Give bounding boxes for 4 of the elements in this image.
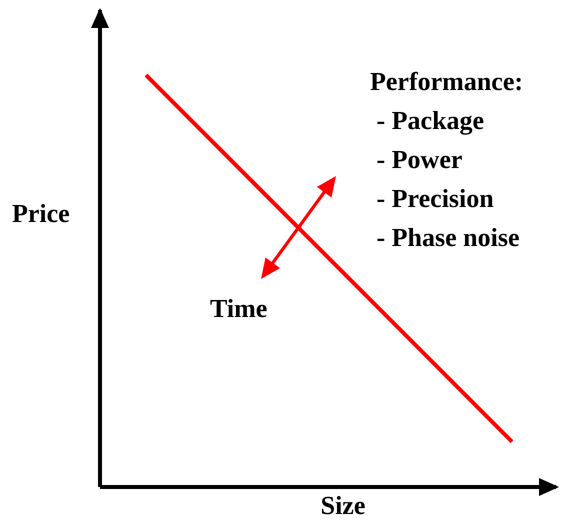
annotation: Performance: - Package - Power - Precision - Phase noise bbox=[370, 66, 524, 254]
annotation: Time bbox=[210, 293, 268, 325]
y-axis-title: Price bbox=[12, 198, 70, 230]
x-axis-title: Size bbox=[320, 491, 366, 520]
